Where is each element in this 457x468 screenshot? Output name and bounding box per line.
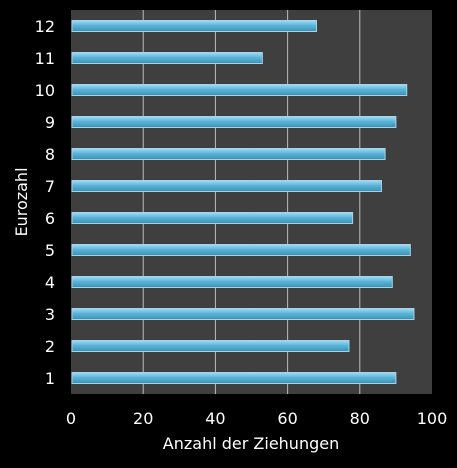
bar [71, 52, 263, 64]
plot-area [71, 10, 432, 394]
x-tick-labels: 0 20 40 60 80 100 [66, 409, 447, 428]
y-tick-label: 1 [45, 369, 55, 388]
x-axis-title: Anzahl der Ziehungen [163, 434, 339, 453]
y-tick-label: 12 [35, 17, 55, 36]
y-tick-label: 3 [45, 305, 55, 324]
y-tick-label: 9 [45, 113, 55, 132]
bar [71, 116, 397, 128]
y-tick-label: 7 [45, 177, 55, 196]
y-axis-title: Eurozahl [12, 167, 31, 236]
x-tick-label: 40 [205, 409, 225, 428]
y-tick-label: 2 [45, 337, 55, 356]
x-tick-label: 60 [277, 409, 297, 428]
bar [71, 20, 317, 32]
x-tick-label: 20 [133, 409, 153, 428]
y-tick-label: 4 [45, 273, 55, 292]
bar [71, 148, 386, 160]
bar [71, 244, 411, 256]
y-tick-label: 6 [45, 209, 55, 228]
y-tick-label: 11 [35, 49, 55, 68]
bar [71, 308, 415, 320]
gridlines [142, 10, 361, 394]
bar [71, 180, 382, 192]
x-tick-label: 0 [66, 409, 76, 428]
x-tick-label: 100 [417, 409, 448, 428]
bars [71, 20, 415, 384]
x-tick-label: 80 [350, 409, 370, 428]
y-tick-label: 5 [45, 241, 55, 260]
bar [71, 372, 397, 384]
bar [71, 212, 354, 224]
y-tick-label: 10 [35, 81, 55, 100]
y-tick-label: 8 [45, 145, 55, 164]
bar [71, 84, 408, 96]
bar [71, 276, 393, 288]
bar [71, 340, 350, 352]
